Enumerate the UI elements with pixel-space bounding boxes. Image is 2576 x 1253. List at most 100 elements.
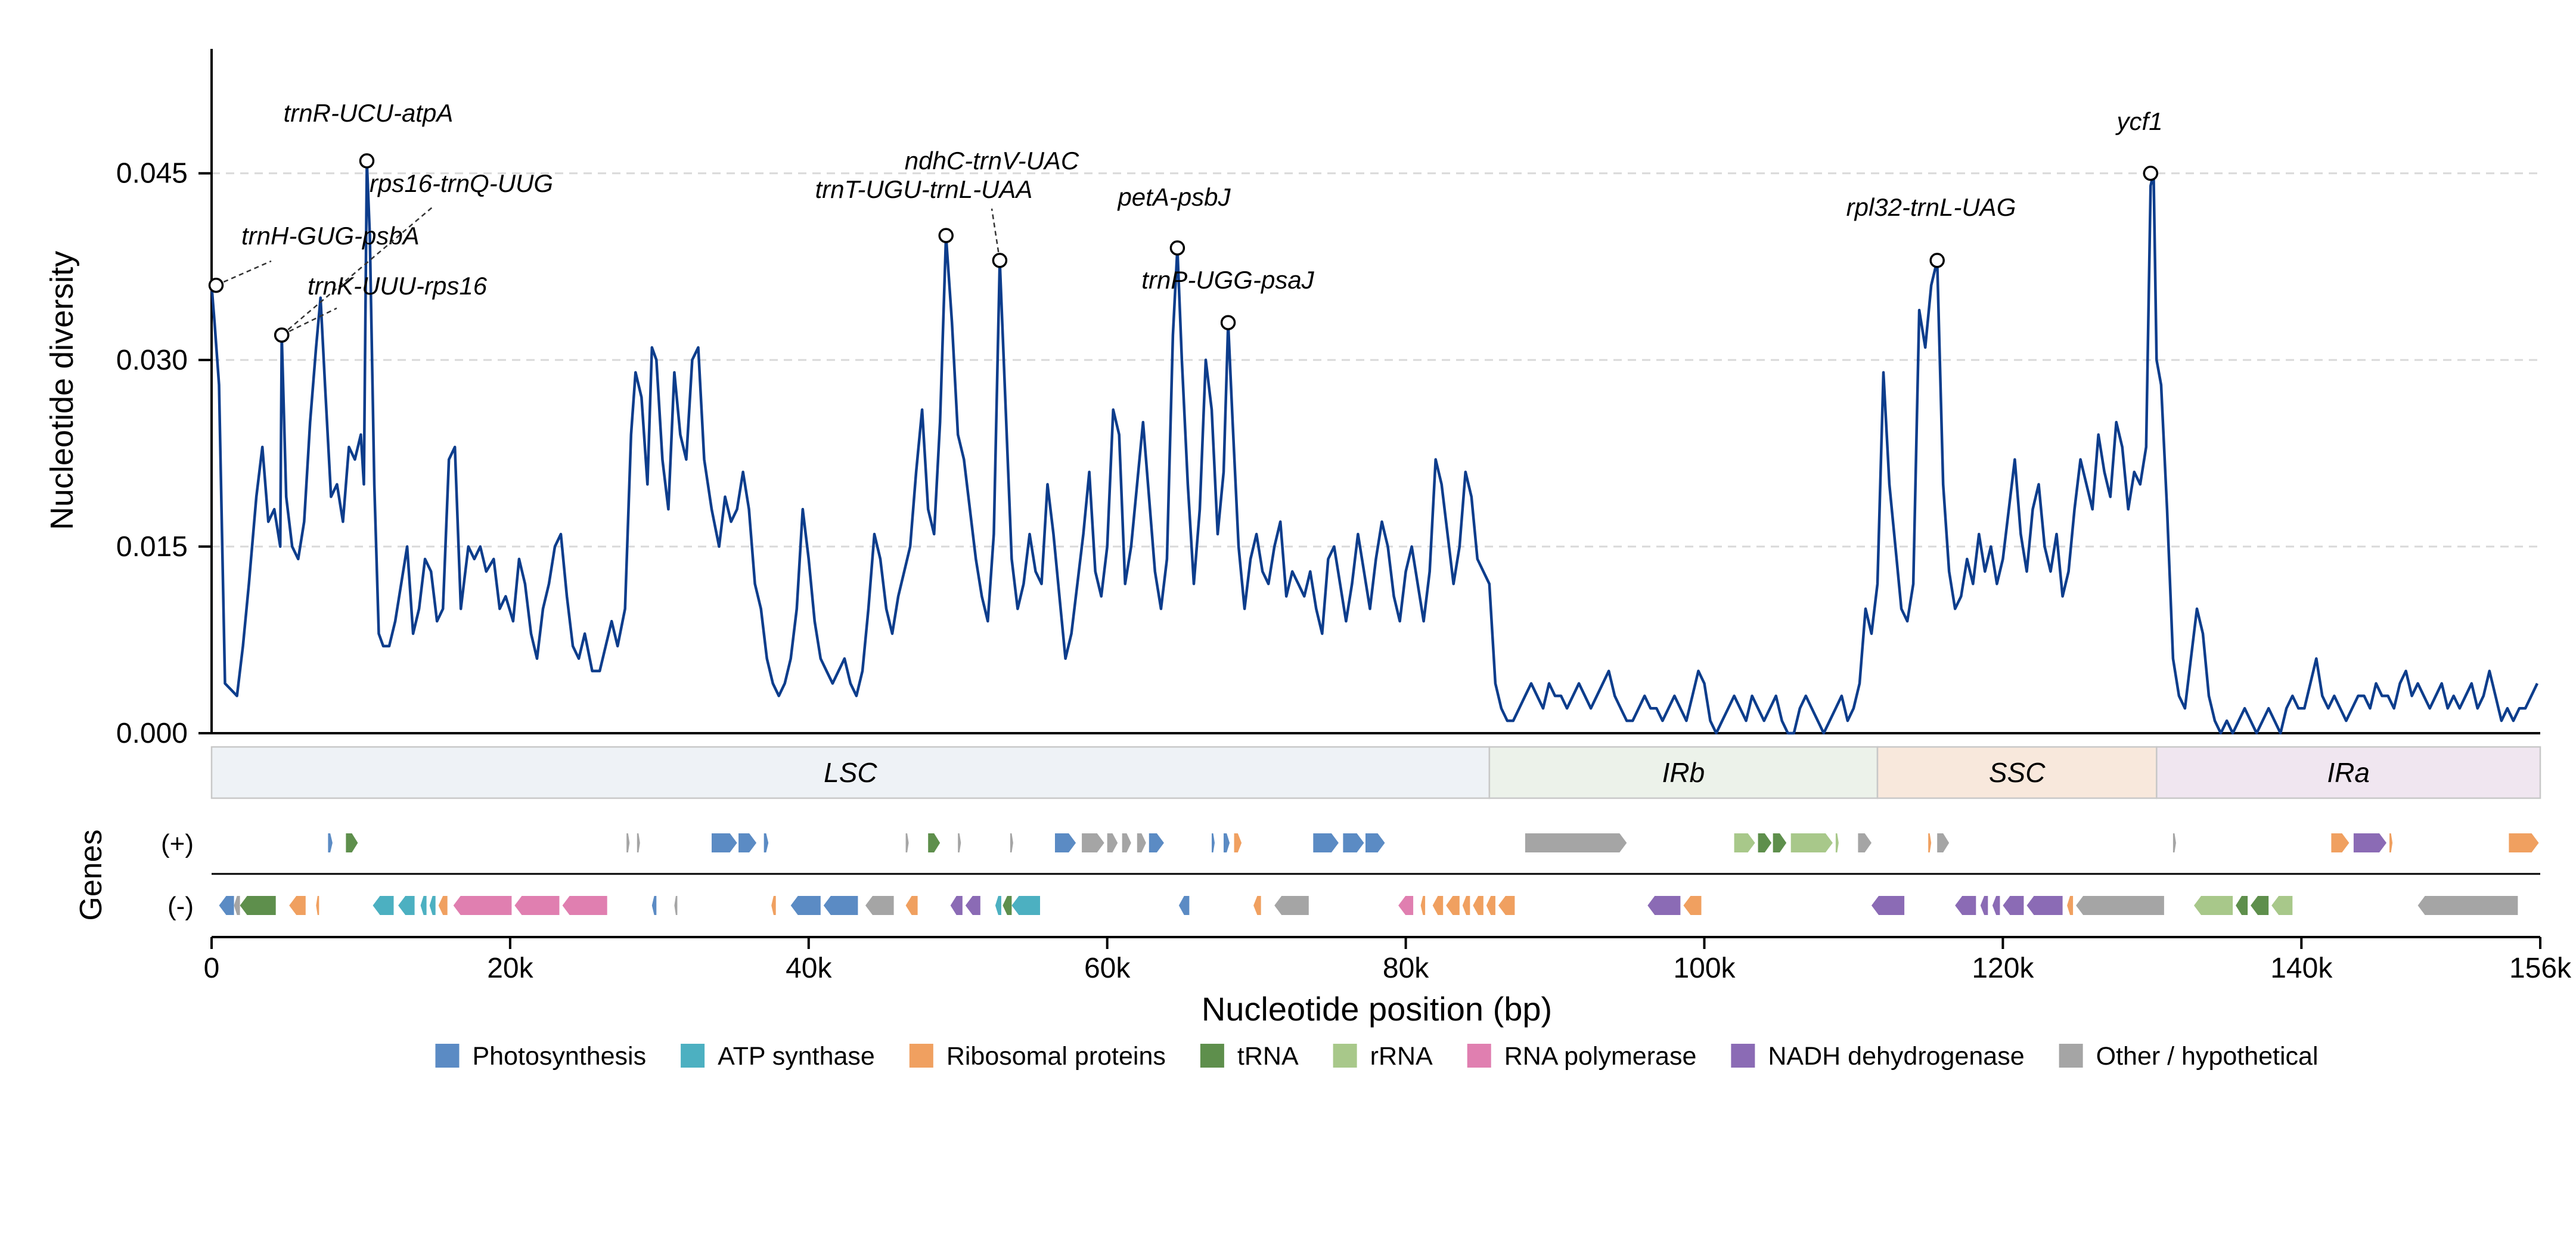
- gene-plus-trna: [1773, 833, 1787, 852]
- peak-marker-trnh-gug-psba: [208, 277, 224, 293]
- legend-swatch-photosynthesis: [435, 1044, 460, 1068]
- gene-plus-other-hypothetical: [905, 833, 909, 852]
- genes-track-label: Genes: [74, 829, 108, 920]
- gene-plus-trna: [1758, 833, 1772, 852]
- y-tick-label: 0.000: [116, 718, 188, 749]
- legend-swatch-trna: [1200, 1044, 1224, 1068]
- gene-minus-other-hypothetical: [2076, 896, 2164, 915]
- diversity-line: [210, 159, 2539, 735]
- x-tick-label: 20k: [487, 953, 533, 984]
- gene-minus-ribosomal-proteins: [2067, 896, 2074, 915]
- gene-plus-rrna: [1734, 833, 1755, 852]
- x-tick-label: 120k: [1972, 953, 2034, 984]
- x-axis-label: Nucleotide position (bp): [1202, 990, 1552, 1028]
- plus-strand-label: (+): [161, 829, 194, 858]
- peak-marker-ndhc-trnv-uac: [992, 253, 1008, 268]
- x-tick-label: 100k: [1673, 953, 1736, 984]
- gene-minus-photosynthesis: [823, 896, 858, 915]
- y-tick-label: 0.015: [116, 531, 188, 563]
- peak-marker-trnk-uuu-rps16: [274, 327, 290, 343]
- y-tick-label: 0.045: [116, 158, 188, 190]
- gene-plus-trna: [346, 833, 358, 852]
- y-tick-label: 0.030: [116, 345, 188, 376]
- gene-plus-photosynthesis: [1149, 833, 1164, 852]
- gene-minus-nadh-dehydrogenase: [965, 896, 980, 915]
- gene-minus-ribosomal-proteins: [316, 896, 319, 915]
- legend-label-ribosomal-proteins: Ribosomal proteins: [946, 1042, 1166, 1071]
- gene-plus-trna: [928, 833, 941, 852]
- region-ssc: [1876, 746, 2158, 799]
- gene-minus-photosynthesis: [1178, 896, 1190, 915]
- annotation-ndhc-trnv-uac: ndhC-trnV-UAC: [905, 147, 1079, 175]
- minus-strand-label: (-): [167, 892, 194, 921]
- gene-minus-ribosomal-proteins: [1420, 896, 1426, 915]
- gene-plus-other-hypothetical: [1858, 833, 1872, 852]
- gene-minus-other-hypothetical: [674, 896, 678, 915]
- gene-plus-ribosomal-proteins: [2331, 833, 2350, 852]
- gene-plus-ribosomal-proteins: [1234, 833, 1242, 852]
- peak-marker-trnp-ugg-psaj: [1220, 315, 1236, 330]
- gene-minus-ribosomal-proteins: [438, 896, 448, 915]
- gene-minus-nadh-dehydrogenase: [950, 896, 963, 915]
- gene-minus-atp-synthase: [429, 896, 436, 915]
- annotation-rpl32-trnl-uag: rpl32-trnL-UAG: [1846, 193, 2016, 221]
- leader-line-trnk-uuu-rps16: [281, 307, 337, 336]
- gene-minus-other-hypothetical: [865, 896, 894, 915]
- legend-swatch-ribosomal-proteins: [909, 1044, 933, 1068]
- gene-minus-nadh-dehydrogenase: [2026, 896, 2063, 915]
- gene-minus-rna-polymerase: [453, 896, 512, 915]
- gene-minus-ribosomal-proteins: [289, 896, 306, 915]
- gene-minus-atp-synthase: [1011, 896, 1040, 915]
- y-axis-label: Nucleotide diversity: [44, 251, 80, 530]
- gene-plus-photosynthesis: [764, 833, 769, 852]
- legend-label-photosynthesis: Photosynthesis: [472, 1042, 646, 1071]
- gene-plus-other-hypothetical: [1137, 833, 1146, 852]
- gene-minus-atp-synthase: [420, 896, 427, 915]
- gene-plus-photosynthesis: [1212, 833, 1215, 852]
- gene-plus-photosynthesis: [738, 833, 757, 852]
- gene-minus-ribosomal-proteins: [1683, 896, 1702, 915]
- region-ira: [2156, 746, 2541, 799]
- gene-minus-nadh-dehydrogenase: [1992, 896, 2000, 915]
- x-tick-label: 60k: [1084, 953, 1131, 984]
- legend-swatch-nadh-dehydrogenase: [1731, 1044, 1755, 1068]
- gene-minus-nadh-dehydrogenase: [1980, 896, 1988, 915]
- gene-plus-photosynthesis: [1365, 833, 1385, 852]
- legend-label-nadh-dehydrogenase: NADH dehydrogenase: [1768, 1042, 2024, 1071]
- gene-minus-nadh-dehydrogenase: [1647, 896, 1681, 915]
- gene-minus-trna: [2236, 896, 2248, 915]
- annotation-trnk-uuu-rps16: trnK-UUU-rps16: [308, 272, 488, 300]
- x-tick-label: 40k: [786, 953, 832, 984]
- gene-minus-atp-synthase: [398, 896, 415, 915]
- peak-marker-rpl32-trnl-uag: [1929, 253, 1945, 268]
- x-tick-label: 0: [204, 953, 220, 984]
- annotation-trnh-gug-psba: trnH-GUG-psbA: [241, 222, 420, 250]
- gene-minus-rna-polymerase: [562, 896, 607, 915]
- gene-plus-ribosomal-proteins: [2389, 833, 2393, 852]
- gene-plus-photosynthesis: [1224, 833, 1230, 852]
- gene-minus-rna-polymerase: [1398, 896, 1414, 915]
- legend-label-trna: tRNA: [1237, 1042, 1299, 1071]
- annotation-trnr-ucu-atpa: trnR-UCU-atpA: [284, 99, 454, 127]
- legend-swatch-other-hypothetical: [2059, 1044, 2083, 1068]
- annotation-trnp-ugg-psaj: trnP-UGG-psaJ: [1141, 266, 1314, 294]
- annotation-rps16-trnq-uug: rps16-trnQ-UUG: [370, 169, 553, 197]
- gene-minus-other-hypothetical: [1274, 896, 1309, 915]
- gene-minus-ribosomal-proteins: [1446, 896, 1460, 915]
- gene-minus-trna: [1003, 896, 1012, 915]
- legend-swatch-rrna: [1333, 1044, 1357, 1068]
- gene-minus-nadh-dehydrogenase: [1872, 896, 1905, 915]
- gene-plus-photosynthesis: [712, 833, 737, 852]
- region-irb: [1488, 746, 1879, 799]
- gene-plus-other-hypothetical: [626, 833, 630, 852]
- gene-minus-photosynthesis: [651, 896, 657, 915]
- gene-minus-ribosomal-proteins: [905, 896, 918, 915]
- gene-plus-other-hypothetical: [1082, 833, 1104, 852]
- region-label-ira: IRa: [2327, 757, 2370, 788]
- region-label-lsc: LSC: [824, 757, 877, 788]
- gene-minus-ribosomal-proteins: [1486, 896, 1495, 915]
- gene-plus-photosynthesis: [1055, 833, 1076, 852]
- gene-minus-other-hypothetical: [2417, 896, 2518, 915]
- gene-minus-rrna: [2194, 896, 2233, 915]
- gene-plus-other-hypothetical: [2172, 833, 2176, 852]
